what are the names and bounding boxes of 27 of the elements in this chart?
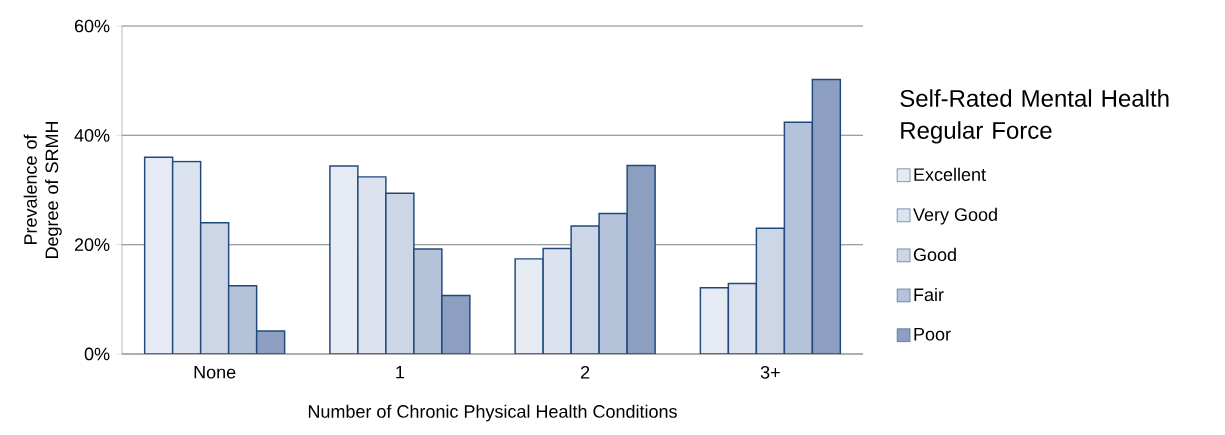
bar <box>441 294 471 354</box>
y-tick-label: 0% <box>84 347 110 361</box>
y-tick-label: 60% <box>74 19 110 33</box>
bar <box>755 227 786 354</box>
y-tick-label: 20% <box>74 238 110 252</box>
legend-label: Fair <box>914 287 944 302</box>
bar <box>598 212 628 354</box>
bar <box>227 284 258 354</box>
bar <box>626 164 656 354</box>
y-tick-label: 40% <box>74 128 110 142</box>
legend-label: Very Good <box>913 207 997 225</box>
x-axis-title: Number of Chronic Physical Health Conditions <box>308 404 677 422</box>
bar <box>385 192 415 354</box>
legend-label: Excellent <box>914 167 986 181</box>
x-tick-label: 1 <box>396 365 405 379</box>
x-tick-label: None <box>194 365 236 379</box>
legend-label: Good <box>913 247 956 262</box>
legend-title: Self-Rated Mental Health Regular Force <box>900 89 1169 144</box>
x-tick-label: 3+ <box>760 365 780 379</box>
bar <box>413 248 443 354</box>
bar <box>783 121 814 354</box>
bar <box>199 222 230 354</box>
bar <box>570 225 600 354</box>
x-tick-label: 2 <box>581 365 590 379</box>
y-axis-title: Prevalence of Degree of SRMH <box>23 121 62 259</box>
legend-label: Poor <box>914 328 951 341</box>
bar <box>811 78 842 354</box>
